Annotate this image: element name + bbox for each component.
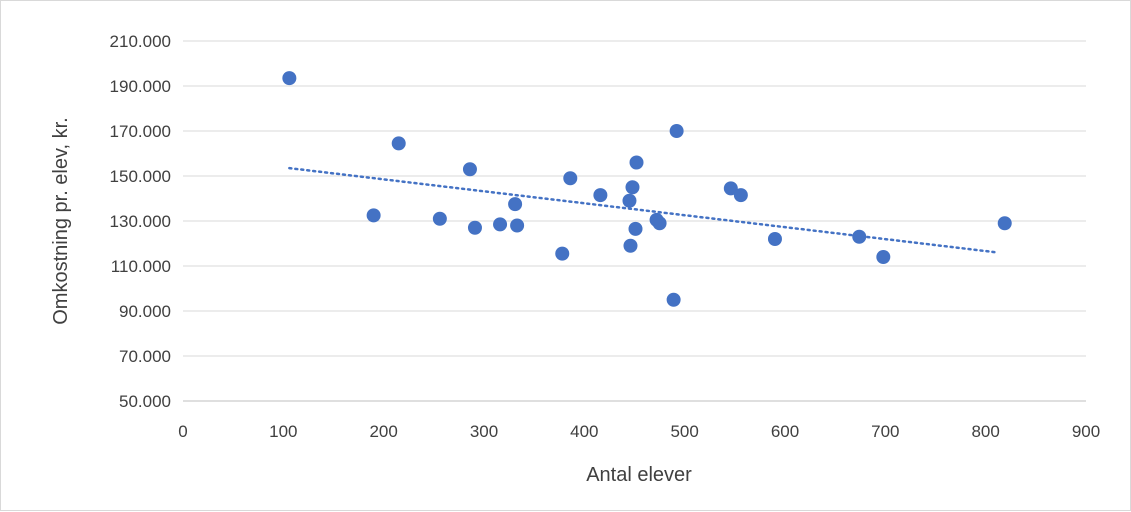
x-tick-label: 800 <box>971 422 999 441</box>
data-point <box>629 155 644 170</box>
y-tick-label: 150.000 <box>110 167 171 186</box>
data-points <box>282 71 1012 307</box>
y-tick-label: 170.000 <box>110 122 171 141</box>
data-point <box>623 238 638 253</box>
x-axis-ticks: 0 100 200 300 400 500 600 700 800 900 <box>178 422 1100 441</box>
x-axis-title: Antal elever <box>586 464 692 486</box>
data-point <box>669 124 684 138</box>
data-point <box>767 232 782 246</box>
y-tick-label: 190.000 <box>110 77 171 96</box>
data-point <box>366 208 381 223</box>
data-point <box>652 216 667 231</box>
y-axis-title: Omkostning pr. elev, kr. <box>50 117 72 325</box>
data-point <box>876 250 891 264</box>
data-point <box>997 216 1012 231</box>
gridlines <box>183 40 1086 402</box>
data-point <box>467 220 482 235</box>
x-tick-label: 200 <box>369 422 397 441</box>
x-tick-label: 300 <box>470 422 498 441</box>
data-point <box>723 181 738 196</box>
data-point <box>625 180 640 195</box>
y-tick-label: 210.000 <box>110 32 171 51</box>
y-axis-ticks: 50.000 70.000 90.000 110.000 130.000 150.000 1… <box>110 32 171 411</box>
x-tick-label: 600 <box>771 422 799 441</box>
y-tick-label: 70.000 <box>119 347 171 366</box>
data-point <box>493 217 508 232</box>
data-point <box>563 171 578 186</box>
x-tick-label: 900 <box>1072 422 1100 441</box>
x-tick-label: 400 <box>570 422 598 441</box>
data-point <box>628 221 643 236</box>
y-tick-label: 90.000 <box>119 302 171 321</box>
data-point <box>508 197 523 212</box>
data-point <box>593 188 608 203</box>
data-point <box>555 246 570 261</box>
data-point <box>432 211 447 226</box>
y-tick-label: 50.000 <box>119 392 171 411</box>
trendline <box>288 166 999 254</box>
x-tick-label: 700 <box>871 422 899 441</box>
data-point <box>391 136 406 151</box>
data-point <box>462 162 477 177</box>
y-tick-label: 110.000 <box>111 257 171 276</box>
trendline-group <box>288 166 999 254</box>
data-point <box>622 193 637 208</box>
data-point <box>852 229 867 244</box>
data-point <box>733 188 748 203</box>
data-point <box>282 71 297 86</box>
data-point <box>666 292 681 307</box>
y-tick-label: 130.000 <box>110 212 171 231</box>
x-tick-label: 100 <box>269 422 297 441</box>
x-tick-label: 500 <box>670 422 698 441</box>
data-point <box>510 218 525 233</box>
x-tick-label: 0 <box>178 422 187 441</box>
